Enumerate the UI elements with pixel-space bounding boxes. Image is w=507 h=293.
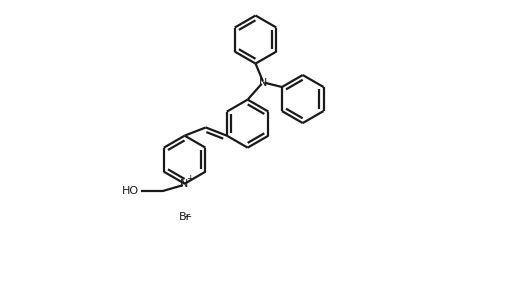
Text: N: N bbox=[179, 179, 188, 189]
Text: HO: HO bbox=[122, 186, 139, 196]
Text: N: N bbox=[259, 78, 267, 88]
Text: +: + bbox=[186, 174, 193, 183]
Text: −: − bbox=[184, 212, 192, 222]
Text: Br: Br bbox=[179, 212, 191, 222]
